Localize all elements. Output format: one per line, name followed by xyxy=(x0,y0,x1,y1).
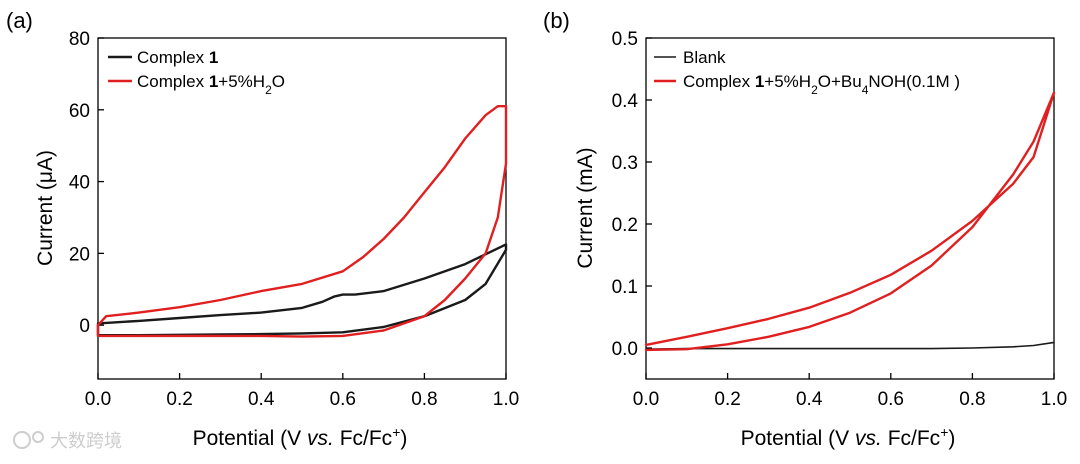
panel-b-legend-entry-1: Blank xyxy=(683,48,726,67)
panel-a-plot-frame xyxy=(97,37,507,380)
panel-b-x-axis-label: Potential (V vs. Fc/Fc+) xyxy=(741,424,956,450)
panel-a-legend-entry-1: Complex 1 xyxy=(137,48,218,67)
panel-a-y-tick-label: 0 xyxy=(79,316,90,337)
panel-a-y-tick-label: 60 xyxy=(69,101,90,122)
panel-b-plot-frame xyxy=(645,37,1055,380)
panel-a-y-tick-label: 40 xyxy=(69,173,90,194)
panel-b-x-tick-label: 0.4 xyxy=(796,389,823,410)
watermark-logo-dot-icon xyxy=(32,431,44,443)
panel-a-series-line-1 xyxy=(96,243,508,337)
panel-b-x-tick-label: 0.2 xyxy=(714,389,740,410)
panel-b-y-tick-label: 0.4 xyxy=(612,91,639,112)
panel-a-x-tick-label: 0.6 xyxy=(330,389,356,410)
panel-a-y-axis-label: Current (μA) xyxy=(34,150,57,266)
panel-a-series-line-2 xyxy=(96,104,508,338)
panel-b-legend-entry-2: Complex 1+5%H2O+Bu4NOH(0.1M ) xyxy=(683,72,960,97)
panel-b-y-tick-label: 0.1 xyxy=(612,277,638,298)
panel-b-x-tick-label: 0.8 xyxy=(959,389,985,410)
panel-a-x-tick-label: 0.0 xyxy=(85,389,111,410)
panel-a-x-tick-label: 0.4 xyxy=(248,389,275,410)
panel-b-x-tick-label: 0.0 xyxy=(633,389,659,410)
watermark-logo-icon xyxy=(13,431,31,449)
panel-a-x-tick-label: 1.0 xyxy=(493,389,519,410)
panel-a-x-tick-label: 0.2 xyxy=(166,389,192,410)
watermark: 大数跨境 xyxy=(13,431,122,452)
panel-a-x-axis-label: Potential (V vs. Fc/Fc+) xyxy=(193,424,408,450)
panel-b-y-tick-label: 0.0 xyxy=(612,339,638,360)
panel-a-x-tick-label: 0.8 xyxy=(411,389,437,410)
panel-a: (a) Current (μA) Potential (V vs. Fc/Fc+… xyxy=(6,8,519,450)
panel-a-y-tick-label: 80 xyxy=(69,29,90,50)
panel-b-y-tick-label: 0.2 xyxy=(612,215,638,236)
watermark-text: 大数跨境 xyxy=(50,431,122,452)
panel-a-legend-entry-2: Complex 1+5%H2O xyxy=(137,72,285,97)
panel-b-series-line-2 xyxy=(644,91,1056,352)
panel-b-y-tick-label: 0.5 xyxy=(612,29,638,50)
panel-b-y-axis-label: Current (mA) xyxy=(574,147,597,268)
panel-b: (b) Current (mA) Potential (V vs. Fc/Fc+… xyxy=(543,8,1067,450)
panel-a-legend: Complex 1 Complex 1+5%H2O xyxy=(108,48,285,97)
panel-b-label: (b) xyxy=(543,8,570,33)
panel-a-y-tick-label: 20 xyxy=(69,244,90,265)
panel-b-x-tick-label: 1.0 xyxy=(1041,389,1067,410)
panel-b-series-line-1 xyxy=(645,341,1055,351)
panel-b-y-tick-label: 0.3 xyxy=(612,153,638,174)
panel-a-label: (a) xyxy=(6,8,33,33)
panel-b-legend: Blank Complex 1+5%H2O+Bu4NOH(0.1M ) xyxy=(654,48,960,97)
panel-b-x-tick-label: 0.6 xyxy=(878,389,904,410)
